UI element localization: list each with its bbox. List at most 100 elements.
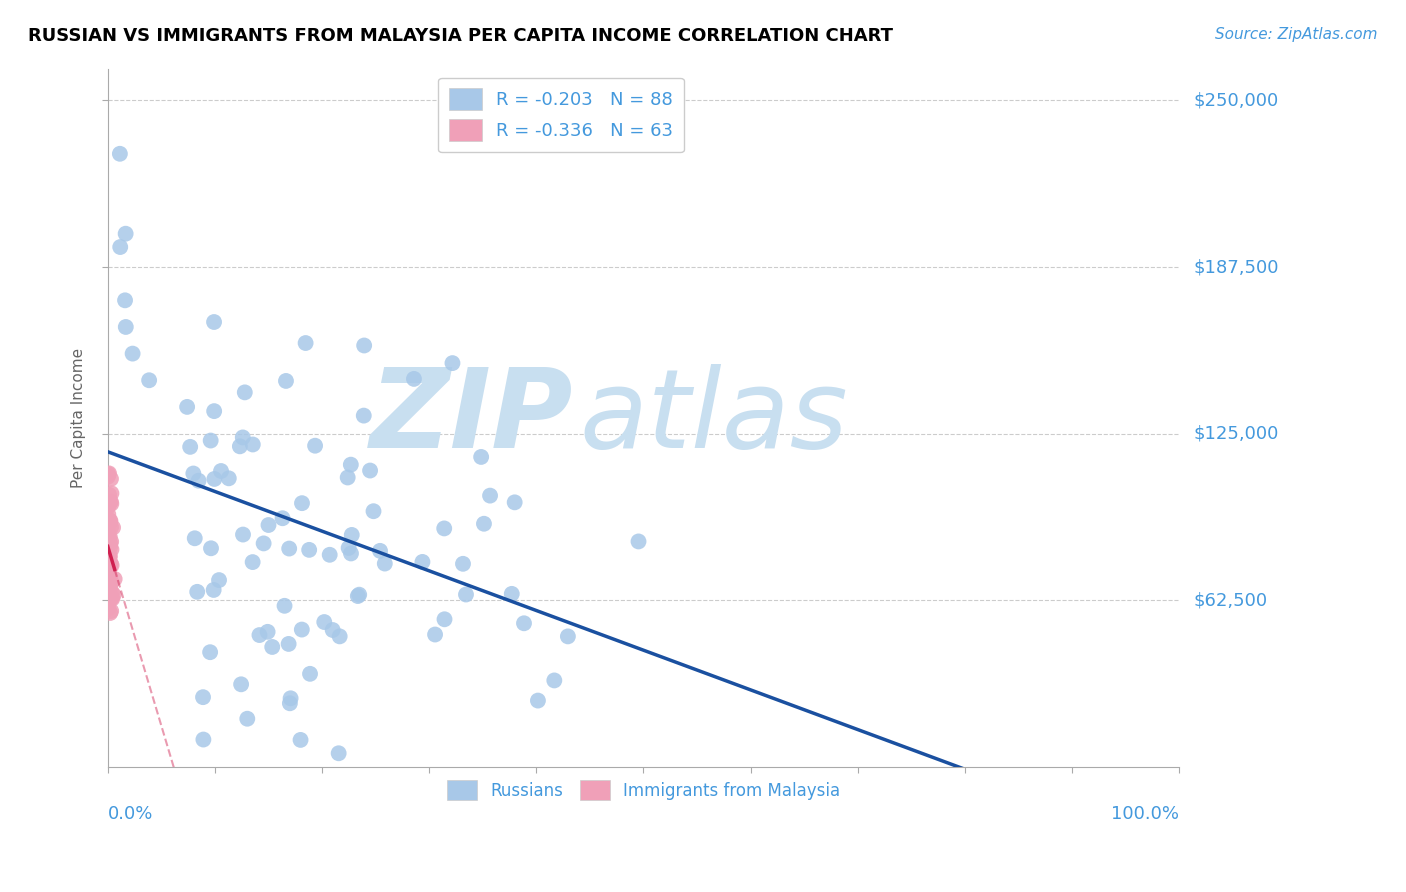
Text: Source: ZipAtlas.com: Source: ZipAtlas.com	[1215, 27, 1378, 42]
Point	[101, 591, 124, 605]
Text: 100.0%: 100.0%	[1111, 805, 1180, 823]
Point	[97, 500, 120, 515]
Point	[98, 594, 121, 608]
Point	[229, 439, 252, 453]
Point	[97, 517, 120, 532]
Point	[121, 346, 143, 360]
Text: $187,500: $187,500	[1194, 258, 1278, 276]
Point	[557, 629, 579, 643]
Point	[273, 599, 295, 613]
Point	[253, 536, 276, 550]
Point	[98, 577, 121, 591]
Point	[278, 696, 301, 710]
Point	[98, 555, 121, 569]
Point	[374, 557, 396, 571]
Text: RUSSIAN VS IMMIGRANTS FROM MALAYSIA PER CAPITA INCOME CORRELATION CHART: RUSSIAN VS IMMIGRANTS FROM MALAYSIA PER …	[28, 27, 893, 45]
Point	[501, 587, 523, 601]
Point	[340, 528, 363, 542]
Point	[97, 512, 120, 526]
Point	[183, 467, 205, 481]
Point	[191, 690, 214, 705]
Point	[232, 527, 254, 541]
Point	[100, 486, 122, 500]
Point	[322, 623, 344, 637]
Point	[100, 558, 122, 573]
Point	[97, 498, 120, 512]
Point	[433, 521, 456, 535]
Point	[98, 558, 121, 573]
Point	[97, 527, 120, 541]
Point	[298, 542, 321, 557]
Point	[100, 534, 122, 549]
Point	[97, 601, 120, 615]
Point	[100, 472, 122, 486]
Point	[472, 516, 495, 531]
Point	[249, 628, 271, 642]
Point	[97, 587, 120, 601]
Point	[97, 577, 120, 591]
Point	[314, 615, 336, 629]
Point	[411, 555, 433, 569]
Point	[353, 409, 375, 423]
Point	[236, 712, 259, 726]
Point	[290, 732, 312, 747]
Point	[97, 552, 120, 566]
Point	[98, 606, 121, 620]
Point	[359, 464, 381, 478]
Point	[97, 469, 120, 483]
Point	[209, 464, 232, 478]
Point	[198, 645, 221, 659]
Point	[97, 533, 120, 547]
Point	[543, 673, 565, 688]
Point	[202, 472, 225, 486]
Point	[278, 541, 301, 556]
Point	[304, 439, 326, 453]
Point	[98, 569, 121, 583]
Point	[97, 568, 120, 582]
Point	[114, 227, 136, 241]
Point	[271, 511, 294, 525]
Point	[97, 508, 120, 522]
Point	[98, 530, 121, 544]
Point	[100, 497, 122, 511]
Point	[100, 520, 122, 534]
Point	[100, 604, 122, 618]
Point	[98, 549, 121, 564]
Point	[256, 624, 278, 639]
Point	[97, 559, 120, 574]
Point	[184, 531, 207, 545]
Text: ZIP: ZIP	[370, 364, 574, 471]
Point	[98, 571, 121, 585]
Point	[104, 572, 127, 586]
Legend: Russians, Immigrants from Malaysia: Russians, Immigrants from Malaysia	[440, 773, 846, 807]
Text: $250,000: $250,000	[1194, 92, 1278, 110]
Point	[101, 586, 124, 600]
Point	[274, 374, 297, 388]
Point	[101, 520, 124, 534]
Text: $125,000: $125,000	[1194, 425, 1278, 442]
Point	[110, 240, 132, 254]
Point	[101, 591, 124, 606]
Point	[368, 544, 391, 558]
Point	[233, 385, 256, 400]
Point	[208, 573, 231, 587]
Point	[299, 666, 322, 681]
Point	[423, 627, 446, 641]
Point	[337, 541, 360, 555]
Point	[98, 557, 121, 571]
Point	[98, 581, 121, 595]
Point	[98, 515, 121, 529]
Point	[353, 338, 375, 352]
Point	[291, 496, 314, 510]
Point	[280, 691, 302, 706]
Point	[242, 437, 264, 451]
Point	[200, 541, 222, 556]
Point	[513, 616, 536, 631]
Point	[98, 549, 121, 563]
Y-axis label: Per Capita Income: Per Capita Income	[72, 348, 86, 488]
Point	[98, 496, 121, 510]
Point	[262, 640, 284, 654]
Point	[176, 400, 198, 414]
Point	[97, 532, 120, 546]
Point	[193, 732, 215, 747]
